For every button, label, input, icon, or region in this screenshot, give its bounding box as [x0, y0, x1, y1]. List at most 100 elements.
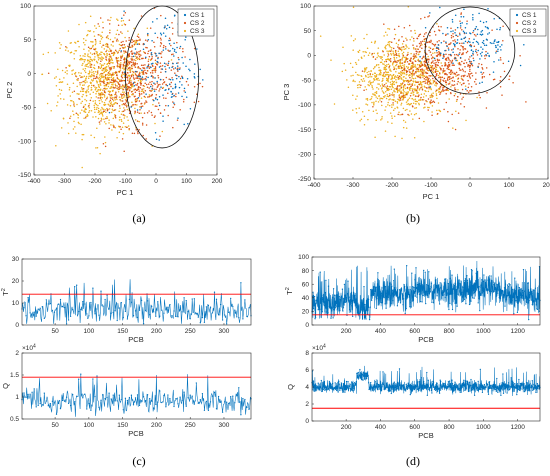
panel-a-point-cs3 — [84, 67, 87, 70]
panel-d-t2-trace-point — [332, 317, 334, 319]
panel-b-point-cs2 — [432, 100, 435, 102]
panel-a-point-cs3 — [89, 58, 92, 60]
panel-d-t2-trace-point — [523, 290, 526, 292]
panel-a-point-cs3 — [85, 77, 87, 80]
panel-b-point-cs2 — [439, 87, 441, 89]
panel-d-q-trace-point — [340, 382, 342, 384]
panel-d-q-trace-point — [459, 391, 461, 394]
panel-a-point-cs3 — [118, 110, 120, 113]
panel-a-point-cs2 — [162, 78, 165, 81]
panel-b-point-cs3 — [435, 94, 438, 97]
panel-c-t2-trace-point — [187, 310, 189, 313]
panel-d-q-trace-point — [433, 388, 436, 391]
panel-a-point-cs3 — [76, 103, 78, 106]
panel-a-point-cs2 — [108, 62, 111, 65]
panel-a-point-cs2 — [129, 95, 131, 98]
panel-d-q-trace-point — [483, 383, 486, 386]
panel-d-q-trace-point — [405, 383, 407, 386]
panel-a-point-cs2 — [157, 74, 159, 77]
panel-a-point-cs2 — [123, 14, 125, 16]
panel-a-point-cs3 — [68, 86, 71, 89]
panel-a-point-cs3 — [88, 84, 90, 87]
panel-d-q-trace-point — [389, 385, 391, 387]
panel-b-point-cs3 — [408, 114, 410, 117]
panel-d-q-trace-point — [325, 387, 328, 389]
panel-b-point-cs2 — [508, 75, 511, 77]
panel-b-point-cs2 — [385, 60, 388, 63]
panel-b-point-cs3 — [410, 66, 412, 69]
panel-d-q-trace-point — [362, 379, 364, 381]
panel-b-point-cs2 — [469, 73, 472, 75]
panel-b-point-cs2 — [464, 59, 466, 61]
panel-b-point-cs3 — [388, 74, 390, 77]
panel-a-point-cs2 — [160, 71, 162, 73]
panel-a-point-cs3 — [140, 97, 143, 99]
panel-b-point-cs2 — [471, 75, 474, 77]
panel-a-point-cs3 — [59, 93, 61, 95]
panel-b-point-cs1 — [458, 53, 460, 56]
panel-a-point-cs2 — [128, 86, 130, 88]
panel-b-point-cs2 — [457, 112, 460, 114]
panel-d-t2-trace-point — [461, 300, 463, 303]
panel-a-point-cs2 — [157, 85, 159, 87]
panel-b-point-cs2 — [468, 83, 470, 85]
panel-b-point-cs2 — [398, 25, 400, 28]
panel-b-point-cs2 — [465, 62, 468, 64]
panel-d-t2-trace-point — [397, 299, 400, 301]
panel-d-t2-trace-point — [464, 279, 466, 282]
panel-d-t2-trace-point — [339, 298, 341, 300]
panel-a-point-cs2 — [145, 101, 148, 103]
panel-a-point-cs3 — [83, 84, 85, 86]
panel-b-point-cs3 — [355, 108, 357, 110]
panel-b-point-cs3 — [439, 66, 441, 68]
panel-b-point-cs3 — [381, 90, 384, 92]
panel-a-point-cs3 — [135, 43, 137, 45]
panel-b-point-cs2 — [448, 82, 451, 85]
panel-b-point-cs3 — [385, 82, 387, 85]
panel-a-point-cs3 — [128, 69, 131, 71]
panel-b-point-cs3 — [370, 76, 373, 78]
panel-b-point-cs1 — [473, 38, 475, 41]
panel-c-t2-ylabel-sup: 2 — [1, 288, 7, 291]
panel-d-t2-trace-point — [477, 302, 479, 304]
panel-c-q-trace-point — [47, 405, 49, 407]
panel-a-point-cs3 — [98, 52, 101, 55]
panel-c-q-trace-point — [100, 399, 102, 401]
panel-d-t2-trace-point — [470, 268, 473, 271]
panel-d-t2-trace-point — [422, 294, 424, 297]
panel-b-point-cs2 — [421, 63, 424, 66]
panel-b-point-cs3 — [437, 89, 439, 91]
panel-c-t2-trace-point — [217, 314, 220, 316]
panel-d-q-trace-point — [447, 381, 450, 383]
panel-a-point-cs3 — [122, 132, 125, 135]
panel-a-point-cs1 — [178, 58, 180, 61]
panel-a-point-cs3 — [123, 96, 125, 98]
panel-a-point-cs3 — [102, 76, 104, 79]
panel-d-q-trace-point — [481, 391, 484, 394]
panel-c-t2-trace-point — [74, 286, 76, 288]
panel-b-point-cs3 — [384, 31, 387, 34]
panel-b-point-cs3 — [373, 42, 376, 44]
panel-a-point-cs2 — [145, 76, 148, 78]
panel-a-point-cs3 — [102, 108, 105, 110]
panel-b-point-cs2 — [482, 72, 485, 74]
panel-a-point-cs1 — [194, 77, 196, 79]
panel-a-point-cs3 — [101, 76, 103, 79]
panel-d-q-trace-point — [406, 387, 408, 389]
panel-a-point-cs3 — [131, 70, 134, 73]
panel-b-point-cs2 — [372, 106, 374, 108]
panel-d-t2-trace-point — [512, 296, 514, 299]
panel-b-point-cs2 — [436, 41, 439, 43]
panel-a-point-cs3 — [99, 34, 101, 36]
panel-d-q-trace-point — [409, 385, 411, 387]
panel-b-point-cs2 — [395, 54, 398, 57]
panel-b-point-cs2 — [427, 109, 429, 111]
panel-d-t2-trace-point — [438, 287, 440, 289]
panel-a-point-cs3 — [112, 109, 114, 112]
panel-b-point-cs2 — [423, 55, 425, 57]
panel-b-point-cs2 — [448, 78, 451, 80]
panel-b-point-cs1 — [465, 88, 467, 90]
panel-b-point-cs3 — [391, 85, 394, 88]
panel-d-q-trace-point — [486, 383, 489, 385]
